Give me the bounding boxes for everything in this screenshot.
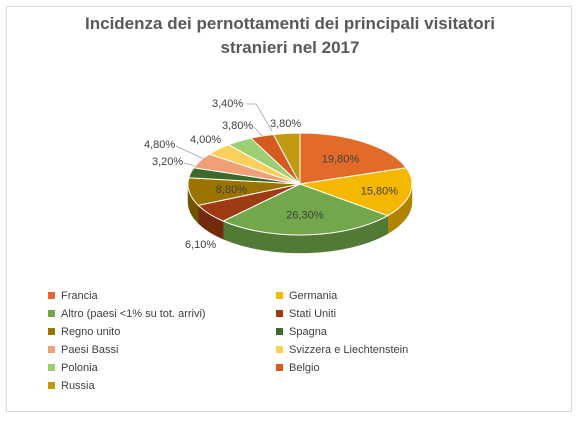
data-label-5: 8,80%	[216, 184, 247, 196]
legend-swatch-5	[48, 327, 55, 335]
legend-swatch-1	[48, 291, 55, 299]
legend-label-10: Belgio	[289, 362, 320, 374]
legend-label-6: Spagna	[289, 326, 327, 338]
leader-line-7	[175, 145, 207, 161]
legend-label-1: Francia	[61, 290, 98, 302]
data-label-6: 3,20%	[152, 156, 183, 168]
data-label-9: 3,80%	[222, 120, 253, 132]
legend-item-1: Francia	[48, 290, 98, 306]
legend-item-4: Stati Uniti	[276, 308, 336, 324]
data-label-11: 3,80%	[270, 118, 301, 130]
legend-item-10: Belgio	[276, 362, 320, 378]
legend-swatch-10	[276, 363, 283, 371]
data-label-3: 26,30%	[286, 210, 324, 222]
legend-item-6: Spagna	[276, 326, 327, 342]
data-label-2: 15,80%	[361, 185, 399, 197]
data-label-7: 4,80%	[144, 139, 175, 151]
data-label-1: 19,80%	[322, 153, 360, 165]
legend-label-2: Germania	[289, 290, 338, 302]
legend-item-9: Polonia	[48, 362, 98, 378]
legend-swatch-3	[48, 309, 55, 317]
leader-line-6	[183, 162, 196, 167]
chart-title-line-1: Incidenza dei pernottamenti dei principa…	[85, 14, 495, 33]
legend-label-8: Svizzera e Liechtenstein	[289, 344, 409, 356]
legend-label-4: Stati Uniti	[289, 308, 337, 320]
chart-title-line-2: stranieri nel 2017	[220, 38, 360, 57]
legend-item-5: Regno unito	[48, 326, 120, 342]
legend-item-3: Altro (paesi <1% su tot. arrivi)	[48, 308, 206, 324]
legend-swatch-7	[48, 345, 55, 353]
legend-item-2: Germania	[276, 290, 337, 306]
legend-swatch-11	[48, 381, 55, 389]
data-label-10: 3,40%	[212, 98, 243, 110]
legend-swatch-2	[276, 291, 283, 299]
leader-line-9	[253, 126, 263, 137]
legend-swatch-4	[276, 309, 283, 317]
pie-slice-germania	[299, 167, 413, 217]
leader-line-10	[246, 103, 273, 132]
legend-item-11: Russia	[48, 380, 95, 396]
data-label-8: 4,00%	[190, 134, 221, 146]
legend-label-3: Altro (paesi <1% su tot. arrivi)	[61, 308, 206, 320]
legend-label-9: Polonia	[61, 362, 98, 374]
legend-label-7: Paesi Bassi	[61, 344, 119, 356]
legend-swatch-9	[48, 363, 55, 371]
legend-swatch-6	[276, 327, 283, 335]
chart-title: Incidenza dei pernottamenti dei principa…	[0, 12, 580, 60]
pie-slice-altro-paesi-1-su-tot-arrivi	[222, 183, 389, 236]
data-label-4: 6,10%	[185, 239, 216, 251]
pie-slice-russia	[272, 132, 301, 185]
legend-swatch-8	[276, 345, 283, 353]
pie-slice-francia	[299, 132, 408, 185]
legend-item-8: Svizzera e Liechtenstein	[276, 344, 408, 360]
legend-item-7: Paesi Bassi	[48, 344, 118, 360]
leader-lines	[175, 103, 273, 167]
legend-label-5: Regno unito	[61, 326, 121, 338]
legend-label-11: Russia	[61, 380, 95, 392]
